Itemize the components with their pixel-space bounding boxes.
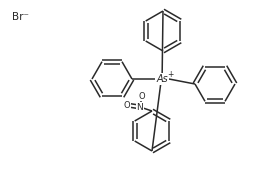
Text: As: As [156,74,168,84]
Text: O: O [124,100,130,110]
Text: O: O [139,91,145,100]
Text: Br⁻: Br⁻ [12,12,29,22]
Text: N: N [137,103,143,112]
Text: +: + [167,69,173,79]
